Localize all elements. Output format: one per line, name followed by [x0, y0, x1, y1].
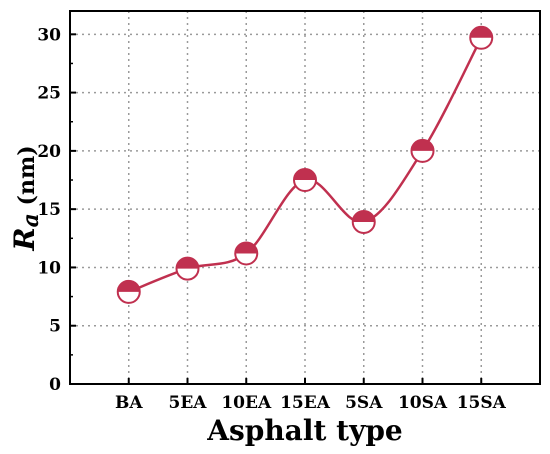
y-axis-title-sub: a [18, 213, 44, 227]
y-tick-label: 10 [37, 258, 61, 278]
x-tick-label: 15SA [457, 393, 507, 413]
x-axis-title: Asphalt type [206, 414, 402, 447]
y-axis-title-main: R [8, 227, 41, 251]
data-point [293, 168, 317, 193]
y-tick-label: 20 [37, 142, 61, 162]
series-markers [116, 25, 494, 304]
x-axis-ticks: BA 5EA 10EA 15EA 5SA 10SA 15SA [115, 378, 507, 413]
y-tick-label: 0 [49, 375, 61, 395]
series-line [128, 37, 483, 294]
y-tick-label: 30 [37, 25, 61, 45]
x-tick-label: 5SA [345, 393, 383, 413]
y-tick-label: 25 [37, 84, 61, 104]
x-tick-label: BA [115, 393, 143, 413]
data-point [175, 256, 200, 281]
data-point [351, 209, 376, 234]
x-tick-label: 5EA [169, 393, 208, 413]
y-tick-label: 5 [49, 317, 61, 337]
data-point [469, 25, 494, 50]
y-axis-ticks: 0 5 10 15 20 25 30 [37, 25, 76, 395]
data-point [234, 241, 259, 266]
x-tick-label: 10EA [221, 393, 272, 413]
x-tick-label: 10SA [398, 393, 448, 413]
y-axis-title-unit: (nm) [14, 145, 40, 213]
data-point [410, 138, 435, 163]
grid-lines [70, 11, 540, 384]
x-tick-label: 15EA [280, 393, 331, 413]
data-point [116, 279, 141, 304]
y-tick-label: 15 [37, 200, 61, 220]
y-axis-title: Ra (nm) [8, 145, 44, 251]
